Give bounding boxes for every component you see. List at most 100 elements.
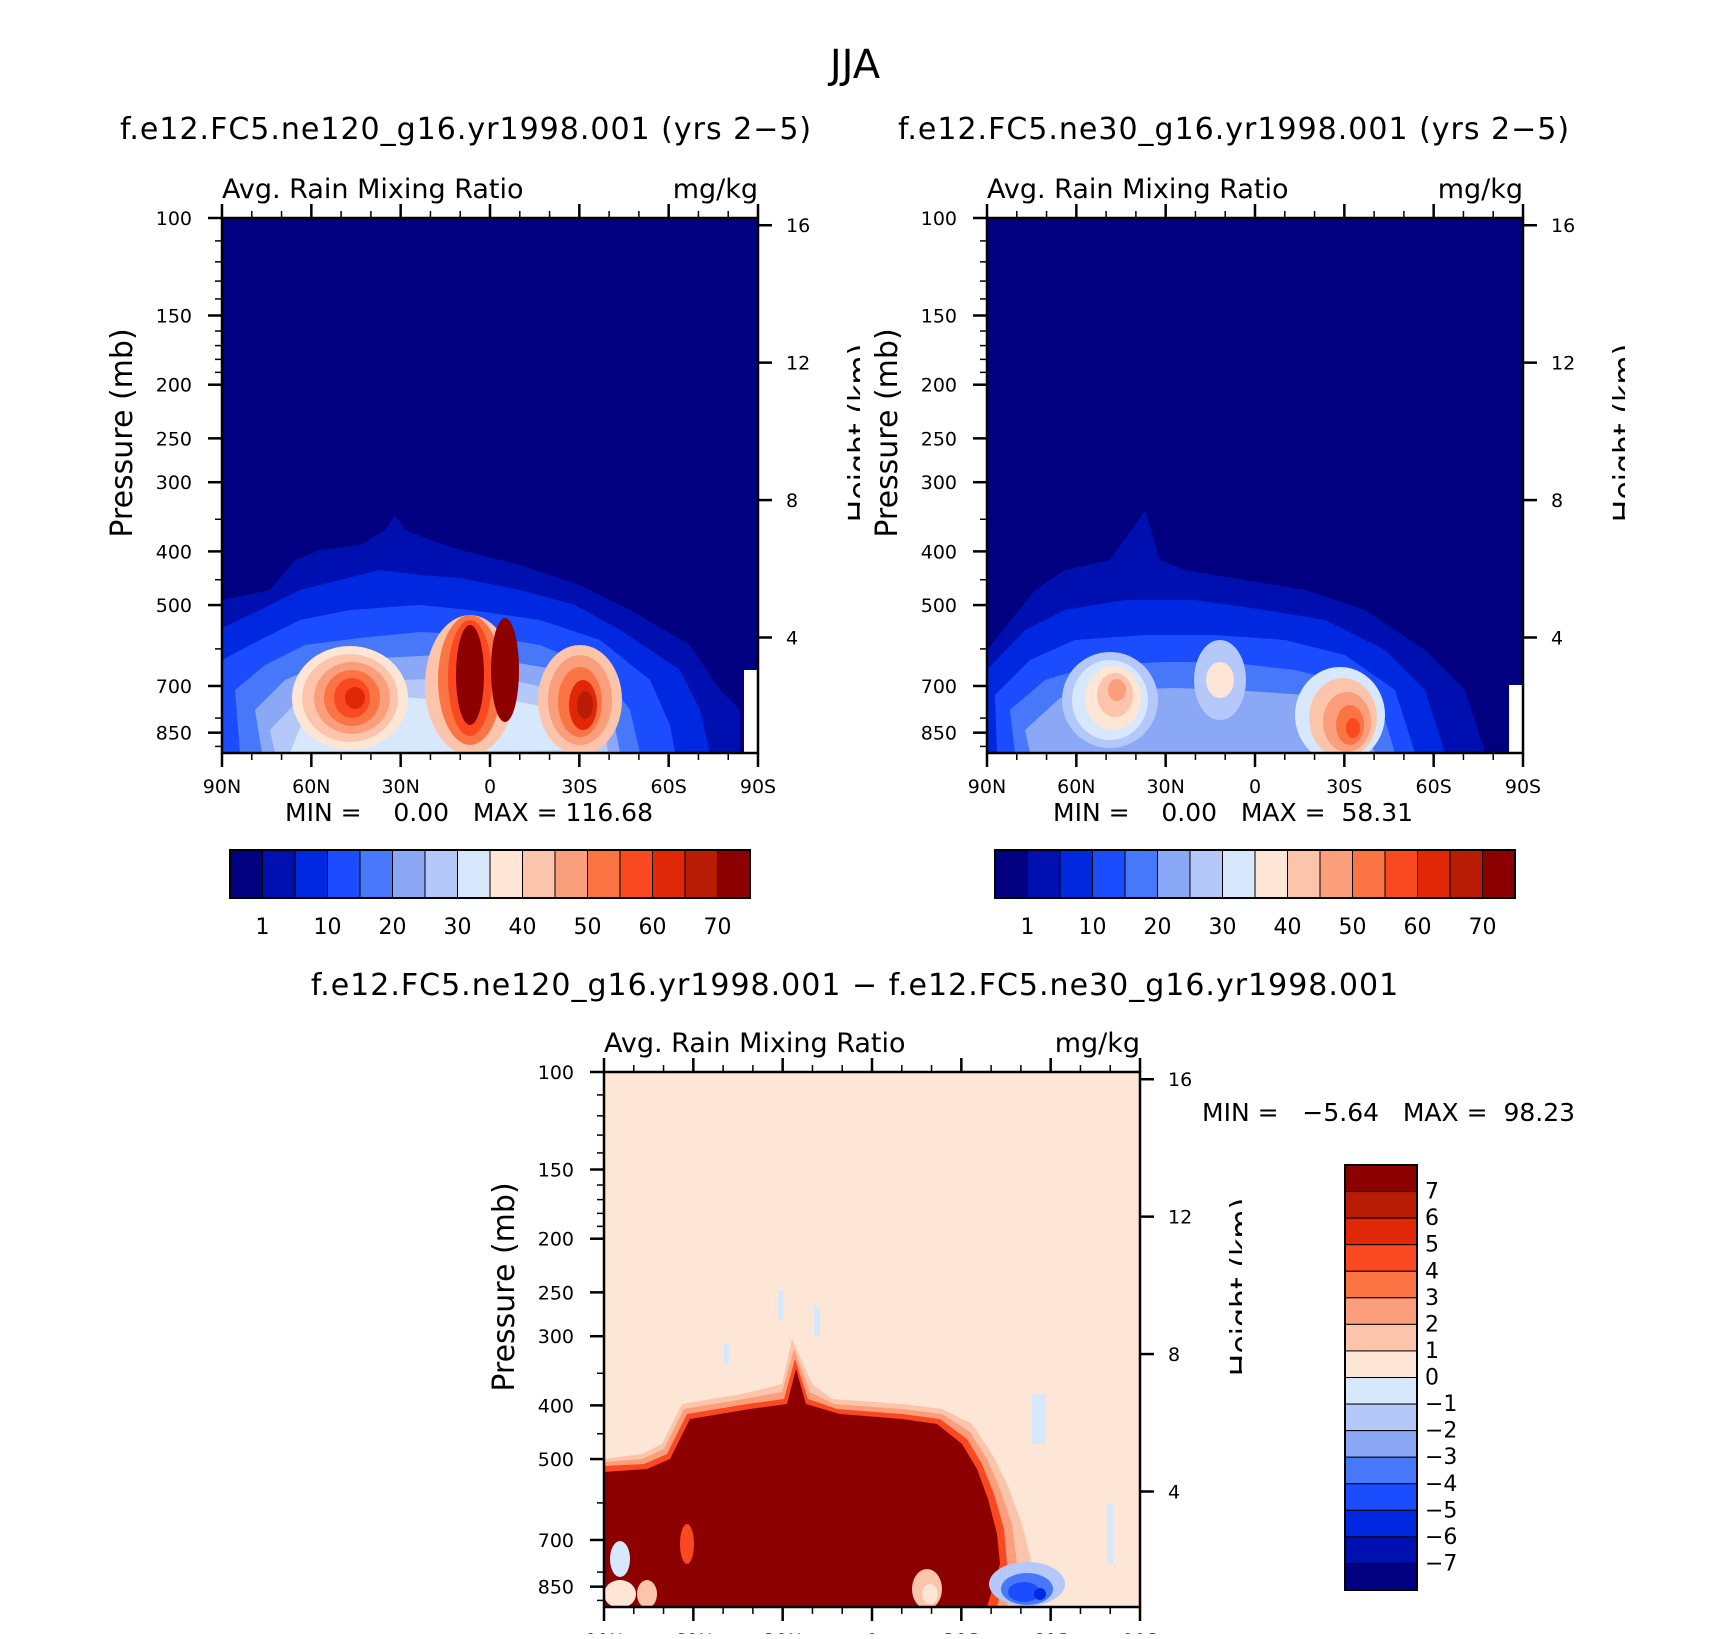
height-tick-label: 4 (786, 627, 798, 649)
patch-5 (1107, 1504, 1113, 1564)
colorbar-swatch (619, 849, 653, 899)
panel-units-label: mg/kg (1438, 174, 1523, 205)
colorbar-swatch (1344, 1270, 1418, 1299)
colorbar-swatch (424, 849, 458, 899)
colorbar-swatch (1344, 1536, 1418, 1564)
colorbar-swatch (392, 849, 426, 899)
colorbar-frame (994, 849, 1516, 899)
colorbar-swatch (1254, 849, 1288, 899)
lat-tick-label: 30N (381, 776, 419, 798)
contour-pos-4 (604, 1369, 1000, 1607)
panel-1-title: f.e12.FC5.ne120_g16.yr1998.001 (yrs 2−5) (120, 112, 813, 147)
pressure-tick-label: 850 (156, 723, 192, 745)
pressure-tick-label: 250 (538, 1282, 574, 1304)
lat-tick-label: 90N (968, 776, 1006, 798)
pressure-tick-label: 150 (921, 306, 957, 328)
height-tick-label: 4 (1551, 627, 1563, 649)
colorbar-label: 1 (1021, 915, 1035, 940)
blob-2 (604, 1580, 636, 1607)
lat-tick-label: 30S (561, 776, 597, 798)
blob-1 (610, 1541, 630, 1577)
height-tick-label: 16 (786, 215, 810, 237)
panel-units-label: mg/kg (673, 174, 758, 205)
panel-2-field (987, 510, 1523, 753)
min-value: 0.00 (393, 798, 450, 827)
min-value: 0.00 (1161, 798, 1218, 827)
pressure-axis-title: Pressure (mb) (105, 328, 140, 537)
panel-2-title: f.e12.FC5.ne30_g16.yr1998.001 (yrs 2−5) (898, 112, 1571, 147)
colorbar-swatch (1482, 849, 1516, 899)
lat-tick-label: 90N (585, 1630, 623, 1634)
panel-3-minmax: MIN = −5.64 MAX = 98.23 (1202, 1098, 1575, 1127)
blob-10 (1034, 1588, 1046, 1600)
height-axis-title: Height (km) (1225, 1198, 1242, 1377)
colorbar-label: 30 (1209, 915, 1237, 940)
colorbar-label: 50 (574, 915, 602, 940)
lat-tick-label: 60N (1057, 776, 1095, 798)
panel-3-field (604, 1290, 1113, 1607)
colorbar-label: −3 (1425, 1445, 1457, 1470)
lat-tick-label: 60N (674, 1630, 712, 1634)
colorbar-swatch (1449, 849, 1483, 899)
height-tick-label: 8 (1551, 490, 1563, 512)
colorbar-label: −6 (1425, 1525, 1457, 1550)
colorbar-label: 70 (1469, 915, 1497, 940)
blob-9 (1008, 1582, 1040, 1602)
colorbar-swatch (1344, 1191, 1418, 1219)
blob-11 (491, 618, 519, 722)
pressure-tick-label: 200 (921, 375, 957, 397)
pressure-tick-label: 150 (538, 1160, 574, 1182)
lat-tick-label: 90S (1505, 776, 1541, 798)
blob-10 (456, 625, 484, 725)
height-tick-label: 8 (786, 490, 798, 512)
lat-tick-label: 30S (1326, 776, 1362, 798)
colorbar-label: 2 (1425, 1312, 1439, 1337)
blob-6 (345, 687, 365, 709)
height-axis-title: Height (km) (1608, 344, 1625, 523)
lat-tick-label: 0 (1249, 776, 1261, 798)
colorbar-label: 60 (1404, 915, 1432, 940)
height-tick-label: 12 (786, 353, 810, 375)
colorbar-swatch (1344, 1377, 1418, 1405)
colorbar-swatch (1384, 849, 1418, 899)
panel-2-minmax: MIN = 0.00 MAX = 58.31 (1053, 798, 1413, 827)
pressure-tick-label: 500 (156, 595, 192, 617)
colorbar-label: 3 (1425, 1286, 1439, 1311)
min-value: −5.64 (1302, 1098, 1380, 1127)
lat-tick-label: 60S (1033, 1630, 1069, 1634)
height-tick-label: 8 (1168, 1344, 1180, 1366)
colorbar-label: 20 (1144, 915, 1172, 940)
height-tick-label: 12 (1168, 1207, 1192, 1229)
pressure-tick-label: 400 (156, 541, 192, 563)
colorbar-swatch (1344, 1483, 1418, 1511)
blob-5 (1108, 679, 1126, 701)
height-tick-label: 12 (1551, 353, 1575, 375)
panel-left-label: Avg. Rain Mixing Ratio (987, 174, 1289, 205)
height-axis-title: Height (km) (843, 344, 860, 523)
colorbar-label: 60 (639, 915, 667, 940)
page-title: JJA (829, 42, 881, 88)
max-label: MAX = (1240, 798, 1326, 827)
colorbar-swatch (1344, 1562, 1418, 1591)
colorbar-swatch (554, 849, 588, 899)
colorbar-swatch (1344, 1456, 1418, 1485)
panel-1-chart: Avg. Rain Mixing Ratio mg/kg 100 150 200 250 3… (105, 174, 860, 798)
colorbar-label: 20 (379, 915, 407, 940)
lat-tick-label: 30N (763, 1630, 801, 1634)
pressure-tick-label: 100 (538, 1062, 574, 1084)
pressure-axis-title: Pressure (mb) (870, 328, 905, 537)
pressure-tick-label: 100 (156, 208, 192, 230)
colorbar-label: 40 (1274, 915, 1302, 940)
colorbar-swatch (1222, 849, 1256, 899)
blob-7 (1206, 662, 1234, 698)
colorbar-swatch (684, 849, 718, 899)
lat-tick-label: 30N (1146, 776, 1184, 798)
colorbar-swatch (1319, 849, 1353, 899)
colorbar-swatch (359, 849, 393, 899)
blob-12 (1346, 718, 1360, 738)
colorbar-label: 10 (1079, 915, 1107, 940)
min-label: MIN = (285, 798, 362, 827)
colorbar-swatch (1157, 849, 1191, 899)
blob-6 (922, 1584, 938, 1604)
pressure-tick-label: 300 (921, 472, 957, 494)
